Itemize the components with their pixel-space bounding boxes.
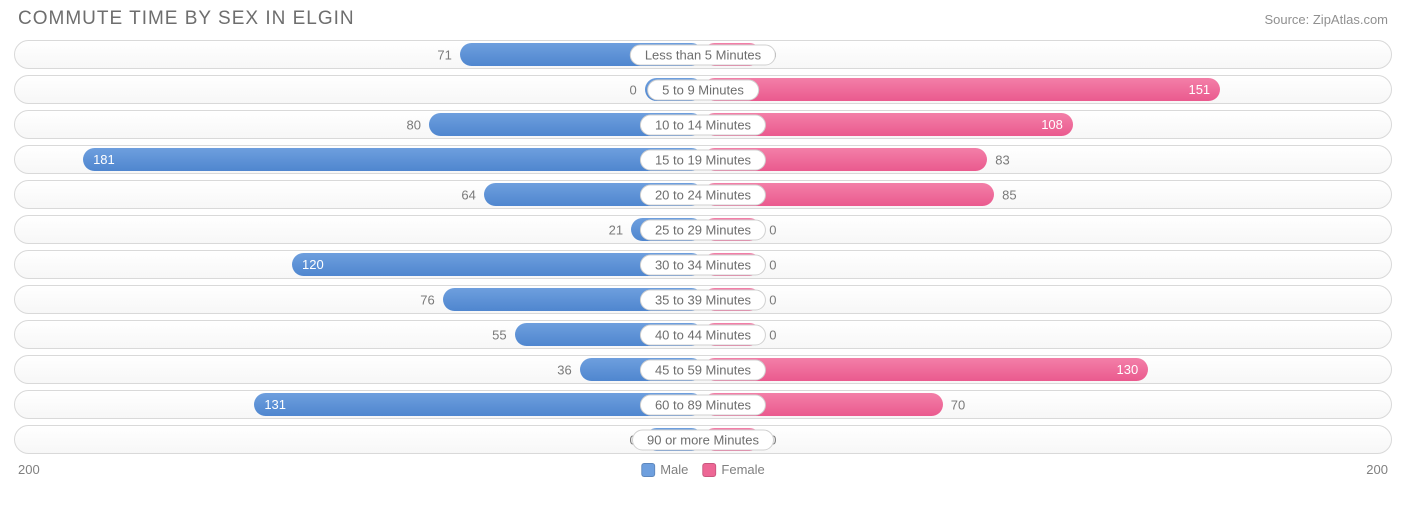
bar-row: 36 130 45 to 59 Minutes: [14, 355, 1392, 384]
male-value: 21: [609, 222, 631, 237]
legend-item: Female: [702, 462, 764, 477]
male-value: 64: [461, 187, 483, 202]
bar-row: 710Less than 5 Minutes: [14, 40, 1392, 69]
category-label: 40 to 44 Minutes: [640, 324, 766, 345]
bar-row: 131 70 60 to 89 Minutes: [14, 390, 1392, 419]
category-label: 25 to 29 Minutes: [640, 219, 766, 240]
category-label: 60 to 89 Minutes: [640, 394, 766, 415]
legend-label: Female: [721, 462, 764, 477]
male-value: 71: [437, 47, 459, 62]
male-bar: 131: [254, 393, 703, 416]
category-label: 45 to 59 Minutes: [640, 359, 766, 380]
category-label: 15 to 19 Minutes: [640, 149, 766, 170]
chart-footer: 200 Male Female 200: [0, 460, 1406, 477]
male-value: 0: [630, 82, 645, 97]
axis-left-max: 200: [18, 462, 40, 477]
bar-row: 21025 to 29 Minutes: [14, 215, 1392, 244]
female-bar: 151: [703, 78, 1220, 101]
male-value: 76: [420, 292, 442, 307]
female-value: 85: [994, 187, 1016, 202]
bar-row: 0090 or more Minutes: [14, 425, 1392, 454]
category-label: 30 to 34 Minutes: [640, 254, 766, 275]
male-value: 120: [302, 257, 324, 272]
chart-header: COMMUTE TIME BY SEX IN ELGIN Source: Zip…: [0, 0, 1406, 34]
male-bar: 181: [83, 148, 703, 171]
female-value: 130: [1117, 362, 1139, 377]
female-value: 108: [1041, 117, 1063, 132]
female-value: 70: [943, 397, 965, 412]
male-value: 181: [93, 152, 115, 167]
legend-item: Male: [641, 462, 688, 477]
category-label: Less than 5 Minutes: [630, 44, 776, 65]
legend-swatch: [641, 463, 655, 477]
bar-row: 0 151 5 to 9 Minutes: [14, 75, 1392, 104]
female-value: 151: [1188, 82, 1210, 97]
chart-area: 710Less than 5 Minutes 0 151 5 to 9 Minutes…: [0, 34, 1406, 454]
category-label: 10 to 14 Minutes: [640, 114, 766, 135]
bar-row: 64 85 20 to 24 Minutes: [14, 180, 1392, 209]
legend: Male Female: [641, 462, 765, 477]
bar-row: 80 108 10 to 14 Minutes: [14, 110, 1392, 139]
bar-row: 76035 to 39 Minutes: [14, 285, 1392, 314]
bar-row: 55040 to 44 Minutes: [14, 320, 1392, 349]
category-label: 90 or more Minutes: [632, 429, 774, 450]
male-value: 131: [264, 397, 286, 412]
legend-label: Male: [660, 462, 688, 477]
chart-title: COMMUTE TIME BY SEX IN ELGIN: [18, 8, 355, 30]
male-value: 55: [492, 327, 514, 342]
male-value: 80: [407, 117, 429, 132]
category-label: 20 to 24 Minutes: [640, 184, 766, 205]
female-bar: 130: [703, 358, 1148, 381]
legend-swatch: [702, 463, 716, 477]
category-label: 35 to 39 Minutes: [640, 289, 766, 310]
bar-row: 181 83 15 to 19 Minutes: [14, 145, 1392, 174]
bar-row: 120030 to 34 Minutes: [14, 250, 1392, 279]
female-value: 83: [987, 152, 1009, 167]
category-label: 5 to 9 Minutes: [647, 79, 759, 100]
chart-source: Source: ZipAtlas.com: [1264, 12, 1388, 27]
male-value: 36: [557, 362, 579, 377]
axis-right-max: 200: [1366, 462, 1388, 477]
